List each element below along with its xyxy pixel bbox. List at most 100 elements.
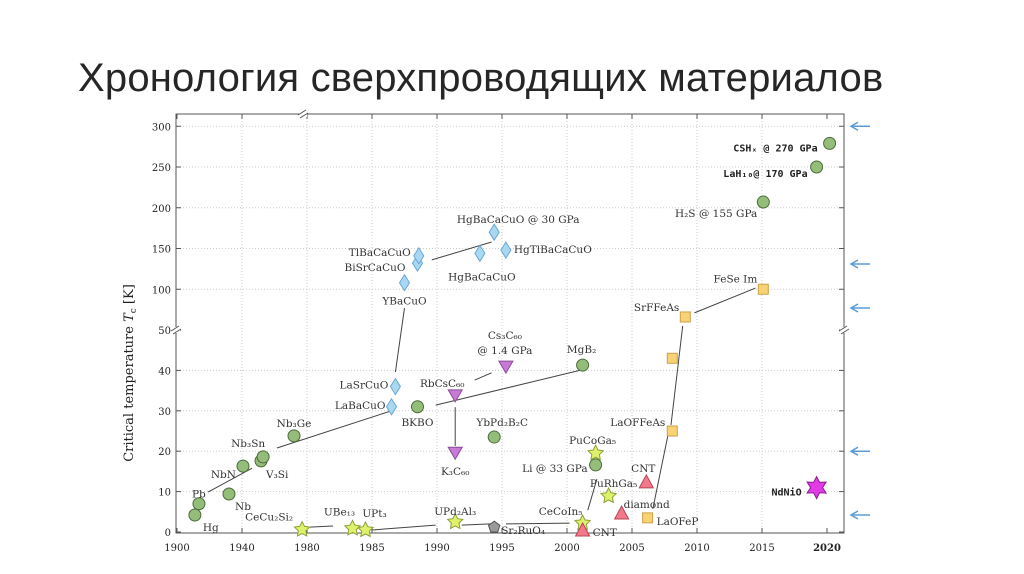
circle-marker bbox=[256, 450, 270, 464]
point-label: UBe₁₃ bbox=[324, 506, 355, 518]
y-tick-label: 200 bbox=[152, 204, 171, 215]
axis-break-gap bbox=[299, 111, 307, 117]
x-tick-labels: 1900 1940 1980 1985 1990 1995 2000 2005 2010 2015… bbox=[164, 543, 841, 554]
star-marker bbox=[343, 519, 362, 536]
arrow-head bbox=[849, 259, 859, 269]
y-tick-label: 30 bbox=[158, 407, 171, 418]
triangle-up-marker bbox=[574, 521, 591, 537]
triangle-up-marker bbox=[613, 504, 630, 520]
circle-marker bbox=[589, 458, 603, 472]
y-tick-label: 150 bbox=[152, 245, 171, 256]
trend-line bbox=[309, 525, 334, 528]
y-tick-label: 0 bbox=[165, 528, 171, 539]
diamond-marker bbox=[389, 377, 401, 396]
triangle-down-marker bbox=[447, 446, 464, 461]
point-label: YBaCuO bbox=[381, 296, 427, 308]
point-label: V₃Si bbox=[265, 469, 289, 481]
x-tick-label: 2005 bbox=[619, 543, 644, 554]
point-label: Nb₃Ge bbox=[277, 418, 312, 430]
trend-line bbox=[371, 524, 436, 531]
arrow-head bbox=[849, 303, 859, 313]
point-label: MgB₂ bbox=[567, 344, 596, 356]
diamond-marker bbox=[385, 397, 398, 416]
left-arrow-icon bbox=[849, 446, 870, 456]
x-tick-label: 2015 bbox=[749, 543, 774, 554]
point-labels: Hg Pb Nb NbN V₃Si Nb₃Sn Nb₃Ge BKBO LaBaCuO LaSrCu… bbox=[192, 143, 818, 539]
point-label: Nb₃Sn bbox=[231, 438, 265, 450]
circle-marker bbox=[222, 487, 236, 501]
left-arrow-icon bbox=[849, 510, 870, 520]
x-tick-label: 1980 bbox=[294, 543, 319, 554]
axis-break-mark bbox=[297, 109, 307, 116]
y-tick-labels: 0 10 20 30 40 50 100 150 200 250 300 bbox=[152, 122, 171, 539]
diamond-marker bbox=[488, 223, 500, 242]
trend-line bbox=[505, 522, 570, 525]
x-tick-label: 2020 bbox=[813, 543, 841, 554]
circle-marker bbox=[487, 430, 501, 444]
point-label: CSHₓ @ 270 GPa bbox=[733, 143, 817, 154]
point-label: HgBaCaCuO @ 30 GPa bbox=[457, 214, 580, 226]
axis-break-mark bbox=[170, 325, 180, 332]
point-label-line2: @ 1.4 GPa bbox=[477, 345, 532, 357]
square-marker bbox=[679, 311, 691, 323]
circle-marker bbox=[411, 400, 424, 414]
triangle-up-marker bbox=[638, 473, 655, 489]
plot-frame bbox=[175, 113, 845, 534]
point-label: NbN bbox=[211, 469, 236, 481]
y-tick-label: 250 bbox=[152, 163, 171, 174]
point-label: PuCoGa₅ bbox=[569, 435, 616, 447]
axis-break-gap bbox=[840, 327, 848, 333]
trend-line bbox=[652, 432, 669, 510]
diamond-marker bbox=[474, 244, 486, 263]
x-tick-label: 1990 bbox=[424, 543, 449, 554]
point-label: LaOFeP bbox=[657, 516, 699, 528]
point-label: SrFFeAs bbox=[634, 302, 679, 314]
circle-marker bbox=[756, 195, 770, 209]
x-tick-label: 1985 bbox=[359, 543, 384, 554]
y-tick-label: 100 bbox=[152, 285, 171, 296]
axis-break-mark bbox=[840, 328, 850, 335]
square-marker bbox=[666, 352, 678, 364]
axis-breaks bbox=[170, 109, 850, 335]
point-label: LaBaCuO bbox=[335, 400, 386, 412]
point-label: Cs₃C₆₀ bbox=[488, 330, 522, 342]
axis-break-mark bbox=[299, 112, 309, 119]
point-label: BKBO bbox=[401, 417, 433, 429]
point-label: CeCoIn₅ bbox=[539, 506, 583, 518]
y-tick-label: 40 bbox=[158, 366, 171, 377]
point-label: PuRhGa₅ bbox=[590, 478, 637, 490]
y-tick-label: 20 bbox=[158, 447, 171, 458]
point-label: Nb bbox=[235, 501, 251, 513]
point-label: UPt₃ bbox=[362, 508, 386, 520]
axis-break-mark bbox=[838, 325, 848, 332]
point-label: diamond bbox=[624, 499, 670, 511]
star-marker bbox=[293, 520, 311, 537]
star-marker bbox=[446, 512, 464, 530]
x-tick-label: 2000 bbox=[554, 543, 579, 554]
star-marker bbox=[356, 520, 375, 538]
point-label: HgBaCaCuO bbox=[448, 271, 516, 283]
square-marker bbox=[757, 283, 769, 295]
point-label: CeCu₂Si₂ bbox=[245, 512, 293, 524]
diamond-marker bbox=[398, 273, 411, 292]
point-label: Hg bbox=[203, 522, 219, 534]
point-label: CNT bbox=[631, 463, 655, 475]
x-tick-label: 1940 bbox=[229, 543, 254, 554]
circle-marker bbox=[823, 136, 837, 150]
arrow-head bbox=[849, 510, 859, 520]
point-label: YbPd₂B₂C bbox=[475, 417, 528, 429]
y-tick-label: 300 bbox=[152, 122, 171, 133]
point-label: TlBaCaCuO bbox=[349, 247, 411, 259]
trend-line bbox=[461, 523, 491, 526]
pentagon-marker bbox=[487, 520, 501, 533]
point-label: LaH₁₀@ 170 GPa bbox=[723, 169, 807, 180]
circle-marker bbox=[188, 508, 202, 522]
grid bbox=[176, 114, 844, 533]
point-label: HgTlBaCaCuO bbox=[514, 244, 592, 256]
arrow-head bbox=[849, 121, 859, 131]
trend-line bbox=[694, 287, 756, 314]
point-label: Sr₂RuO₄ bbox=[501, 525, 545, 537]
y-tick-label: 10 bbox=[158, 488, 171, 499]
x-tick-label: 1900 bbox=[164, 543, 189, 554]
y-axis-label: Critical temperature Tc [K] bbox=[122, 284, 139, 462]
